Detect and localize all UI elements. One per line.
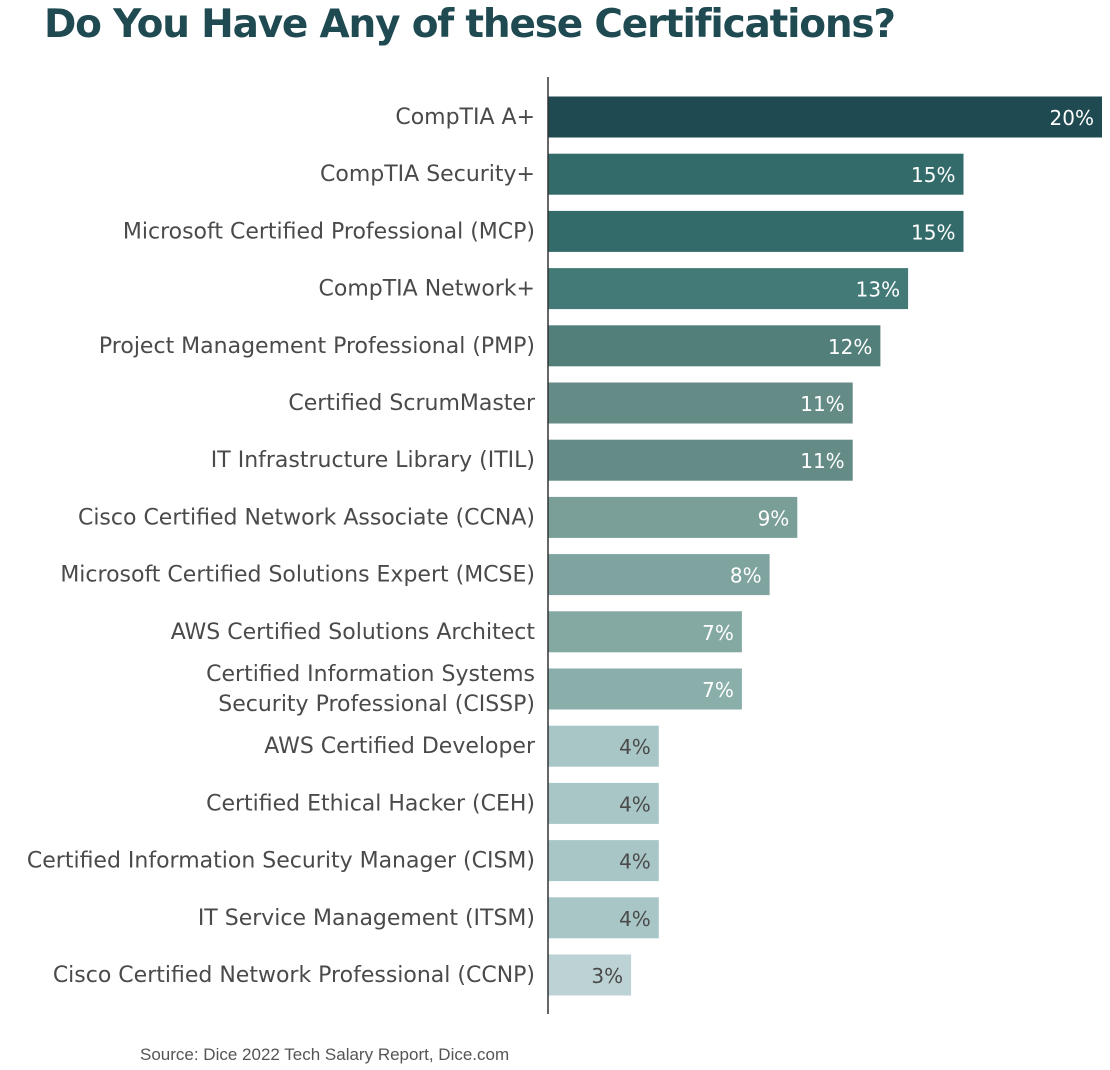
bar-value-label-8: 9% xyxy=(758,506,790,530)
category-label-line: CompTIA Network+ xyxy=(319,277,535,302)
category-label-14: Certified Information Security Manager (… xyxy=(27,849,535,874)
category-label-line: Certified Information Systems xyxy=(206,662,535,687)
bar-14 xyxy=(548,840,659,882)
category-label-6: Certified ScrumMaster xyxy=(288,391,536,416)
bar-value-label-14: 4% xyxy=(619,850,651,874)
category-label-5: Project Management Professional (PMP) xyxy=(99,334,535,359)
category-label-line: Microsoft Certified Solutions Expert (MC… xyxy=(60,563,535,588)
bar-8 xyxy=(548,496,798,538)
category-label-line: Security Professional (CISSP) xyxy=(218,692,535,717)
category-label-line: CompTIA A+ xyxy=(395,105,535,130)
bar-15 xyxy=(548,897,659,939)
bar-value-label-2: 15% xyxy=(911,163,955,187)
bar-value-label-9: 8% xyxy=(730,564,762,588)
bar-value-label-15: 4% xyxy=(619,907,651,931)
category-label-line: Cisco Certified Network Associate (CCNA) xyxy=(78,505,535,530)
category-labels-group: CompTIA A+ CompTIA Security+ Microsoft Cer… xyxy=(27,105,536,988)
bar-value-label-5: 12% xyxy=(828,335,872,359)
bar-value-label-11: 7% xyxy=(702,678,734,702)
category-label-13: Certified Ethical Hacker (CEH) xyxy=(206,791,535,816)
chart-title: Do You Have Any of these Certifications? xyxy=(44,2,896,47)
bar-value-label-16: 3% xyxy=(591,964,623,988)
category-label-1: CompTIA A+ xyxy=(395,105,535,130)
bar-9 xyxy=(548,554,770,596)
category-label-line: Certified ScrumMaster xyxy=(288,391,536,416)
category-label-10: AWS Certified Solutions Architect xyxy=(171,620,536,645)
bar-1 xyxy=(548,96,1102,138)
bar-16 xyxy=(548,954,632,996)
category-label-line: AWS Certified Developer xyxy=(264,734,536,759)
category-label-line: AWS Certified Solutions Architect xyxy=(171,620,536,645)
category-label-16: Cisco Certified Network Professional (CC… xyxy=(53,963,535,988)
bar-value-label-1: 20% xyxy=(1050,106,1094,130)
category-label-15: IT Service Management (ITSM) xyxy=(198,906,535,931)
bar-11 xyxy=(548,668,742,710)
category-label-line: IT Service Management (ITSM) xyxy=(198,906,535,931)
category-label-3: Microsoft Certified Professional (MCP) xyxy=(123,219,535,244)
category-label-line: Microsoft Certified Professional (MCP) xyxy=(123,219,535,244)
bar-10 xyxy=(548,611,742,653)
bar-13 xyxy=(548,782,659,824)
bars-group xyxy=(548,96,1102,996)
bar-5 xyxy=(548,325,881,367)
category-label-8: Cisco Certified Network Associate (CCNA) xyxy=(78,505,535,530)
bar-2 xyxy=(548,153,964,195)
bar-value-label-12: 4% xyxy=(619,735,651,759)
category-label-line: Certified Ethical Hacker (CEH) xyxy=(206,791,535,816)
bar-12 xyxy=(548,725,659,767)
bar-value-label-13: 4% xyxy=(619,792,651,816)
bar-6 xyxy=(548,382,853,424)
category-label-line: Project Management Professional (PMP) xyxy=(99,334,535,359)
value-labels-group: 20% 15% 15% 13% 12% 11% 11% 9% 8% 7% 7% 4% 4% 4% 4% 3% xyxy=(591,106,1094,988)
bar-value-label-10: 7% xyxy=(702,621,734,645)
category-label-12: AWS Certified Developer xyxy=(264,734,536,759)
category-label-2: CompTIA Security+ xyxy=(320,162,535,187)
category-label-line: IT Infrastructure Library (ITIL) xyxy=(211,448,535,473)
bar-value-label-4: 13% xyxy=(856,278,900,302)
bar-value-label-7: 11% xyxy=(800,449,844,473)
category-label-11: Certified Information Systems Security Pr… xyxy=(206,662,535,717)
bar-value-label-3: 15% xyxy=(911,220,955,244)
category-label-line: CompTIA Security+ xyxy=(320,162,535,187)
category-label-line: Certified Information Security Manager (… xyxy=(27,849,535,874)
category-label-line: Cisco Certified Network Professional (CC… xyxy=(53,963,535,988)
source-note: Source: Dice 2022 Tech Salary Report, Di… xyxy=(140,1045,510,1064)
bar-3 xyxy=(548,210,964,252)
bar-value-label-6: 11% xyxy=(800,392,844,416)
bar-4 xyxy=(548,268,909,310)
category-label-4: CompTIA Network+ xyxy=(319,277,535,302)
category-label-7: IT Infrastructure Library (ITIL) xyxy=(211,448,535,473)
category-label-9: Microsoft Certified Solutions Expert (MC… xyxy=(60,563,535,588)
bar-7 xyxy=(548,439,853,481)
